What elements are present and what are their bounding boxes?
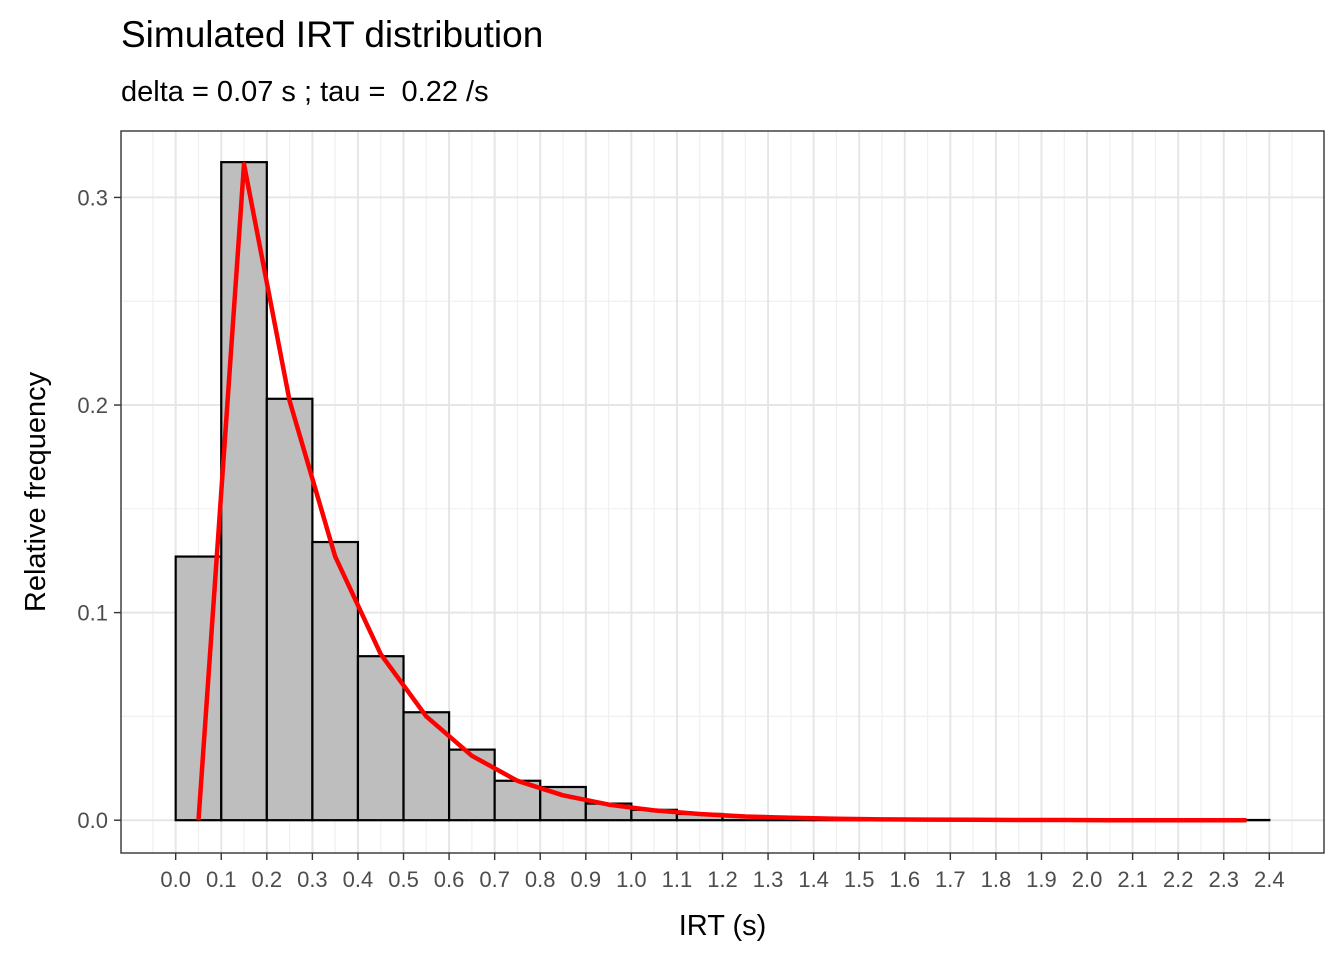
y-tick-label: 0.1 <box>77 601 108 626</box>
y-axis-title: Relative frequency <box>20 371 52 612</box>
histogram-bar <box>356 655 405 822</box>
x-tick-label: 0.4 <box>343 867 374 892</box>
x-tick-label: 1.0 <box>616 867 647 892</box>
x-tick-label: 1.5 <box>844 867 875 892</box>
x-tick-label: 1.9 <box>1026 867 1057 892</box>
y-tick-label: 0.2 <box>77 393 108 418</box>
x-tick-label: 1.6 <box>889 867 920 892</box>
x-tick-label: 2.3 <box>1208 867 1239 892</box>
x-tick-label: 0.0 <box>160 867 191 892</box>
y-tick-label: 0.3 <box>77 185 108 210</box>
x-tick-label: 0.9 <box>570 867 601 892</box>
chart-title: Simulated IRT distribution <box>121 14 544 55</box>
x-tick-label: 2.1 <box>1117 867 1148 892</box>
x-tick-label: 1.7 <box>935 867 966 892</box>
y-tick-label: 0.0 <box>77 808 108 833</box>
x-tick-label: 2.4 <box>1254 867 1285 892</box>
x-tick-label: 1.3 <box>753 867 784 892</box>
x-tick-label: 0.3 <box>297 867 328 892</box>
x-axis: 0.0 0.1 0.2 0.3 0.4 0.5 0.6 0.7 0.8 0.9 1.0 1.1 1.2 1… <box>160 853 1285 892</box>
x-tick-label: 0.1 <box>206 867 237 892</box>
y-axis: 0.0 0.1 0.2 0.3 <box>77 185 121 833</box>
x-tick-label: 1.4 <box>798 867 829 892</box>
chart-subtitle: delta = 0.07 s ; tau = 0.22 /s <box>121 76 489 108</box>
x-tick-label: 0.2 <box>252 867 283 892</box>
histogram-bar <box>311 540 360 822</box>
x-tick-label: 1.1 <box>662 867 693 892</box>
x-tick-label: 0.7 <box>479 867 510 892</box>
x-tick-label: 0.8 <box>525 867 556 892</box>
x-axis-title: IRT (s) <box>679 910 767 942</box>
histogram-bar <box>265 397 314 822</box>
curve-layer <box>196 161 1247 823</box>
x-tick-label: 2.0 <box>1072 867 1103 892</box>
x-tick-label: 1.2 <box>707 867 738 892</box>
x-tick-label: 0.6 <box>434 867 465 892</box>
fitted-curve <box>196 161 1247 823</box>
x-tick-label: 2.2 <box>1163 867 1194 892</box>
x-tick-label: 1.8 <box>981 867 1012 892</box>
x-tick-label: 0.5 <box>388 867 419 892</box>
histogram-bar <box>220 161 268 822</box>
histogram-bar <box>447 748 496 822</box>
